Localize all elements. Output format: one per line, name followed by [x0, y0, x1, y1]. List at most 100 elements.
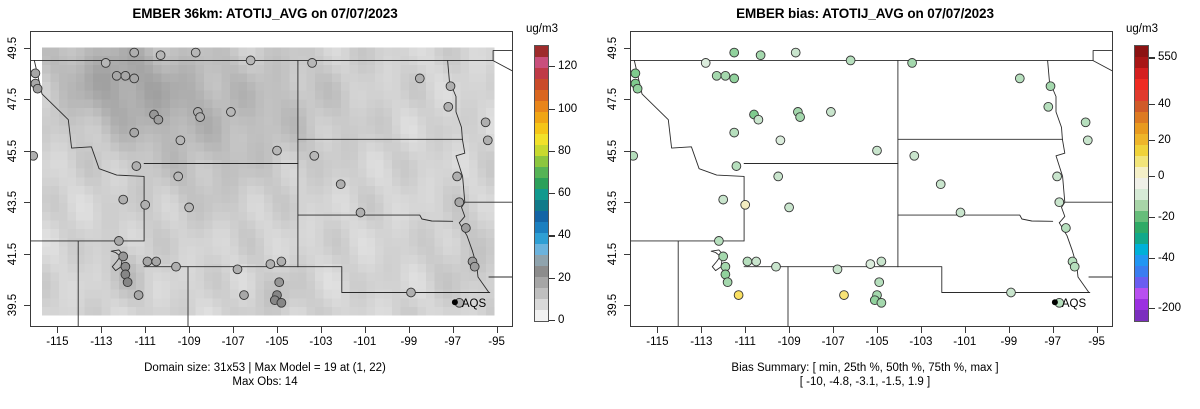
colorbar-bias: ug/m3 550 40 20 0 -20 -40 -200 — [600, 0, 1200, 409]
panel-title-bias: EMBER bias: ATOTIJ_AVG on 07/07/2023 — [736, 6, 994, 21]
y-tick-model — [24, 47, 30, 49]
panel-bias: EMBER bias: ATOTIJ_AVG on 07/07/2023 AQS… — [600, 0, 1200, 409]
colorbar-segment — [1135, 46, 1148, 57]
colorbar-segment — [1135, 101, 1148, 112]
x-tick-label-bias: -97 — [1044, 336, 1061, 348]
x-tick-label-bias: -113 — [690, 336, 713, 348]
colorbar-tick — [1149, 57, 1155, 59]
colorbar-segment — [535, 57, 548, 68]
colorbar-tick — [1149, 258, 1155, 260]
map-svg-model: AQS — [31, 47, 512, 326]
colorbar-segment — [1135, 189, 1148, 200]
y-tick-model — [24, 150, 30, 152]
x-tick-model — [408, 327, 410, 333]
map-frame-model[interactable]: AQS — [30, 31, 513, 327]
caption-model-line2: Max Obs: 14 — [232, 376, 298, 388]
y-tick-bias — [624, 99, 630, 101]
colorbar-segment — [1135, 145, 1148, 156]
y-tick-model — [24, 202, 30, 204]
x-tick-label-bias: -109 — [777, 336, 801, 348]
colorbar-tick-label: 550 — [1158, 51, 1178, 64]
colorbar-tick-label: 80 — [558, 144, 571, 157]
x-tick-bias — [833, 327, 835, 333]
colorbar-segment — [535, 222, 548, 233]
colorbar-segment — [1135, 266, 1148, 277]
colorbar-tick — [549, 150, 555, 152]
colorbar-segment — [1135, 134, 1148, 145]
colorbar-segment — [535, 200, 548, 211]
aqs-legend-label: AQS — [462, 298, 487, 310]
panel-title-model: EMBER 36km: ATOTIJ_AVG on 07/07/2023 — [132, 6, 398, 21]
colorbar-gradient — [1134, 45, 1149, 322]
x-tick-label-model: -113 — [90, 336, 113, 348]
x-tick-label-bias: -111 — [734, 336, 756, 348]
colorbar-segment — [535, 277, 548, 288]
colorbar-tick-label: 0 — [1158, 169, 1165, 182]
colorbar-segment — [535, 46, 548, 57]
y-tick-bias — [624, 305, 630, 307]
colorbar-segment — [535, 299, 548, 310]
caption-bias-line2: [ -10, -4.8, -3.1, -1.5, 1.9 ] — [799, 376, 931, 388]
x-tick-bias — [1008, 327, 1010, 333]
colorbar-segment — [535, 266, 548, 277]
x-tick-model — [364, 327, 366, 333]
colorbar-tick-label: 100 — [558, 102, 578, 115]
colorbar-segment — [1135, 57, 1148, 68]
colorbar-segment — [1135, 244, 1148, 255]
colorbar-tick-label: -20 — [1158, 210, 1175, 223]
x-tick-model — [189, 327, 191, 333]
colorbar-segment — [1135, 112, 1148, 123]
colorbar-segment — [535, 244, 548, 255]
colorbar-tick — [549, 108, 555, 110]
x-tick-label-model: -109 — [177, 336, 201, 348]
x-tick-label-model: -115 — [46, 336, 69, 348]
x-tick-label-bias: -99 — [1000, 336, 1018, 348]
colorbar-model: ug/m3 120 100 80 60 40 20 0 — [526, 23, 578, 326]
colorbar-tick — [549, 193, 555, 195]
colorbar-tick — [1149, 307, 1155, 309]
colorbar-segment — [1135, 90, 1148, 101]
colorbar-segment — [1135, 211, 1148, 222]
x-tick-label-bias: -95 — [1088, 336, 1105, 348]
colorbar-segment — [1135, 288, 1148, 299]
colorbar-tick-label: 40 — [1158, 98, 1171, 111]
x-tick-label-model: -97 — [444, 336, 461, 348]
aqs-legend-label: AQS — [1062, 298, 1087, 310]
x-tick-label-bias: -107 — [821, 336, 845, 348]
colorbar-segment — [1135, 310, 1148, 321]
colorbar-segment — [1135, 255, 1148, 266]
x-tick-model — [233, 327, 235, 333]
colorbar-tick-label: -40 — [1158, 252, 1175, 265]
x-tick-bias — [1052, 327, 1054, 333]
x-tick-model — [452, 327, 454, 333]
colorbar-tick-label: 0 — [558, 314, 565, 326]
colorbar-tick-label: -200 — [1158, 301, 1182, 314]
colorbar-tick — [1149, 175, 1155, 177]
colorbar-tick-label: 40 — [558, 229, 571, 242]
panel-model: EMBER 36km: ATOTIJ_AVG on 07/07/2023 AQS… — [7, 6, 578, 388]
colorbar-segment — [535, 189, 548, 200]
x-tick-bias — [964, 327, 966, 333]
colorbar-segment — [535, 178, 548, 189]
colorbar-segment — [1135, 222, 1148, 233]
colorbar-segment — [535, 255, 548, 266]
colorbar-tick-label: 120 — [558, 60, 578, 73]
colorbar-gradient — [534, 45, 549, 322]
map-svg-bias: AQS — [631, 47, 1112, 326]
map-frame-bias[interactable]: AQS — [630, 31, 1113, 327]
x-tick-label-bias: -105 — [865, 336, 889, 348]
y-tick-bias — [624, 47, 630, 49]
colorbar-tick — [549, 66, 555, 68]
colorbar-segment — [1135, 156, 1148, 167]
x-tick-label-model: -99 — [400, 336, 418, 348]
y-tick-model — [24, 253, 30, 255]
colorbar-unit: ug/m3 — [526, 23, 558, 35]
colorbar-segment — [1135, 277, 1148, 288]
colorbar-segment — [535, 233, 548, 244]
x-tick-bias — [877, 327, 878, 333]
colorbar-segment — [535, 211, 548, 222]
x-tick-label-model: -95 — [488, 336, 505, 348]
colorbar-segment — [535, 145, 548, 156]
y-tick-bias — [624, 150, 630, 152]
colorbar-segment — [535, 90, 548, 101]
